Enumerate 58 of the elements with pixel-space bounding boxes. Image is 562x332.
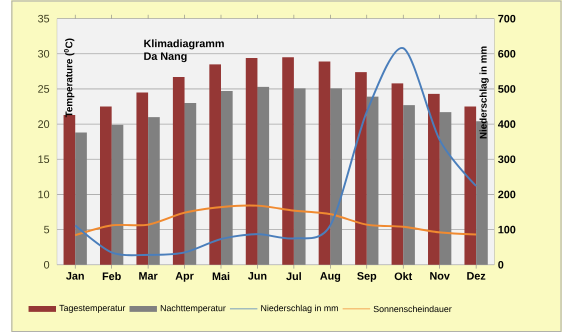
y2-tick-label: 100 bbox=[498, 226, 516, 234]
y-tick-label: 20 bbox=[38, 120, 50, 128]
bar bbox=[148, 116, 160, 265]
y-tick-label: 15 bbox=[38, 155, 50, 163]
x-tick-label: Apr bbox=[176, 272, 194, 282]
bar bbox=[112, 124, 124, 265]
y2-tick-label: 700 bbox=[498, 14, 516, 22]
y2-tick-label: 0 bbox=[498, 260, 504, 268]
bar bbox=[330, 88, 342, 265]
y2-tick-label: 400 bbox=[498, 120, 516, 128]
bar bbox=[257, 86, 270, 265]
legend-label: Niederschlag in mm bbox=[261, 304, 338, 313]
bar bbox=[403, 104, 415, 265]
bar bbox=[209, 64, 221, 265]
y2-tick-label: 600 bbox=[498, 50, 516, 58]
legend-label: Sonnenscheindauer bbox=[374, 305, 452, 312]
x-tick-label: Dez bbox=[467, 272, 486, 280]
y-tick-label: 0 bbox=[44, 260, 50, 268]
bar bbox=[100, 106, 112, 265]
bar bbox=[220, 90, 233, 265]
y-tick-label: 5 bbox=[44, 226, 50, 234]
bar bbox=[392, 83, 404, 265]
legend-label: Tagestemperatur bbox=[59, 304, 126, 313]
x-tick-label: Jun bbox=[248, 272, 266, 280]
x-tick-label: Mai bbox=[212, 272, 230, 280]
x-tick-label: Jul bbox=[286, 272, 301, 280]
bar bbox=[440, 112, 452, 265]
x-tick-label: Sep bbox=[357, 272, 376, 282]
bar bbox=[172, 76, 185, 265]
bar bbox=[294, 88, 306, 265]
x-tick-label: Mar bbox=[139, 272, 158, 280]
x-tick-label: Jan bbox=[66, 272, 84, 280]
bar bbox=[366, 96, 378, 265]
x-tick-label: Okt bbox=[394, 272, 412, 280]
line-series bbox=[74, 204, 478, 236]
bar bbox=[184, 102, 196, 265]
bar bbox=[246, 58, 258, 265]
x-tick-label: Feb bbox=[102, 272, 121, 280]
y-axis-title: Temperature ($^{0}$C) bbox=[64, 38, 74, 118]
bar bbox=[355, 72, 367, 265]
x-tick-label: Aug bbox=[320, 272, 340, 282]
legend-label: Nachttemperatur bbox=[160, 304, 226, 313]
y2-axis-title: Niederschlag in mm bbox=[480, 46, 489, 138]
y-tick-label: 30 bbox=[38, 50, 50, 58]
text: Klimadiagramm bbox=[144, 39, 224, 50]
y2-tick-label: 300 bbox=[498, 155, 516, 163]
y-tick-label: 35 bbox=[38, 14, 50, 22]
bar bbox=[282, 57, 294, 265]
bar bbox=[428, 94, 440, 265]
bar bbox=[464, 106, 476, 265]
text: Da Nang bbox=[144, 52, 187, 62]
x-tick-label: Nov bbox=[430, 272, 450, 280]
y2-tick-label: 500 bbox=[498, 84, 516, 93]
y-tick-label: 25 bbox=[38, 84, 50, 93]
y2-tick-label: 200 bbox=[498, 190, 516, 198]
y-tick-label: 10 bbox=[38, 190, 50, 198]
bar bbox=[318, 61, 330, 265]
bar bbox=[136, 92, 148, 265]
